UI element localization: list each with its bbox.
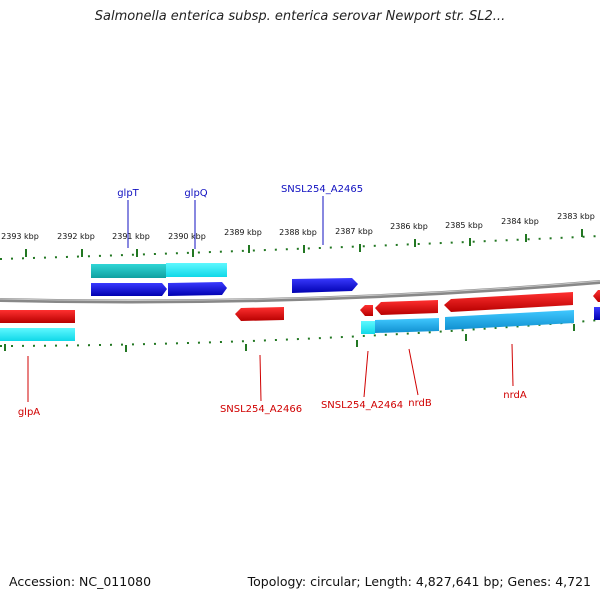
- ruler-tick-label: 2384 kbp: [501, 217, 539, 226]
- cds-edge-right[interactable]: [594, 307, 600, 320]
- genome-backbone: [0, 280, 600, 304]
- ruler-tick-label: 2389 kbp: [224, 228, 262, 237]
- cds-glpQ-arrow[interactable]: [168, 282, 227, 296]
- forward-label-leaders: [127, 196, 324, 249]
- cds-SNSL254_A2464-arrow[interactable]: [360, 305, 373, 316]
- ruler-tick-label: 2391 kbp: [112, 232, 150, 241]
- major-ticks: [25, 229, 583, 257]
- cds-SNSL254_A2466-arrow[interactable]: [235, 307, 284, 321]
- gene-nrdB-band[interactable]: [375, 318, 439, 333]
- label-SNSL254_A2464[interactable]: SNSL254_A2464: [321, 400, 403, 411]
- cds-SNSL254_A2465-arrow[interactable]: [292, 278, 358, 293]
- ruler-tick-label: 2386 kbp: [390, 222, 428, 231]
- ruler-tick-label: 2388 kbp: [279, 228, 317, 237]
- gene-nrdA-band[interactable]: [445, 310, 574, 330]
- label-nrdB[interactable]: nrdB: [408, 398, 432, 409]
- map-title: Salmonella enterica subsp. enterica sero…: [94, 9, 506, 24]
- topology-text: Topology: circular; Length: 4,827,641 bp…: [247, 574, 591, 589]
- gene-glpT-band[interactable]: [91, 264, 166, 278]
- ruler-tick-label: 2393 kbp: [1, 232, 39, 241]
- label-SNSL254_A2466[interactable]: SNSL254_A2466: [220, 404, 302, 415]
- cds-nrdB-arrow[interactable]: [375, 300, 438, 315]
- cds-edge-arrow[interactable]: [593, 290, 600, 302]
- label-glpA[interactable]: glpA: [18, 407, 40, 418]
- ruler-tick-label: 2383 kbp: [557, 212, 595, 221]
- cds-glpA-bar[interactable]: [0, 310, 75, 323]
- ruler-tick-label: 2392 kbp: [57, 232, 95, 241]
- ruler-tick-label: 2385 kbp: [445, 221, 483, 230]
- ruler-tick-label: 2387 kbp: [335, 227, 373, 236]
- inner-major-ticks: [4, 324, 575, 352]
- gene-glpA-band[interactable]: [0, 328, 75, 341]
- gene-glpQ-band[interactable]: [166, 263, 227, 277]
- cds-glpT-arrow[interactable]: [91, 283, 167, 296]
- label-nrdA[interactable]: nrdA: [503, 390, 527, 401]
- label-glpQ[interactable]: glpQ: [184, 188, 207, 199]
- gene-SNSL254_A2464-band[interactable]: [361, 321, 375, 334]
- cds-nrdA-arrow[interactable]: [444, 292, 573, 312]
- label-SNSL254_A2465[interactable]: SNSL254_A2465: [281, 184, 363, 195]
- label-glpT[interactable]: glpT: [117, 188, 139, 199]
- genome-backbone-highlight: [0, 280, 600, 302]
- reverse-label-leaders: [27, 343, 514, 402]
- ruler-tick-labels: 2393 kbp 2392 kbp 2391 kbp 2390 kbp 2389 kbp…: [1, 212, 595, 241]
- ruler-tick-label: 2390 kbp: [168, 232, 206, 241]
- accession-text: Accession: NC_011080: [9, 574, 152, 589]
